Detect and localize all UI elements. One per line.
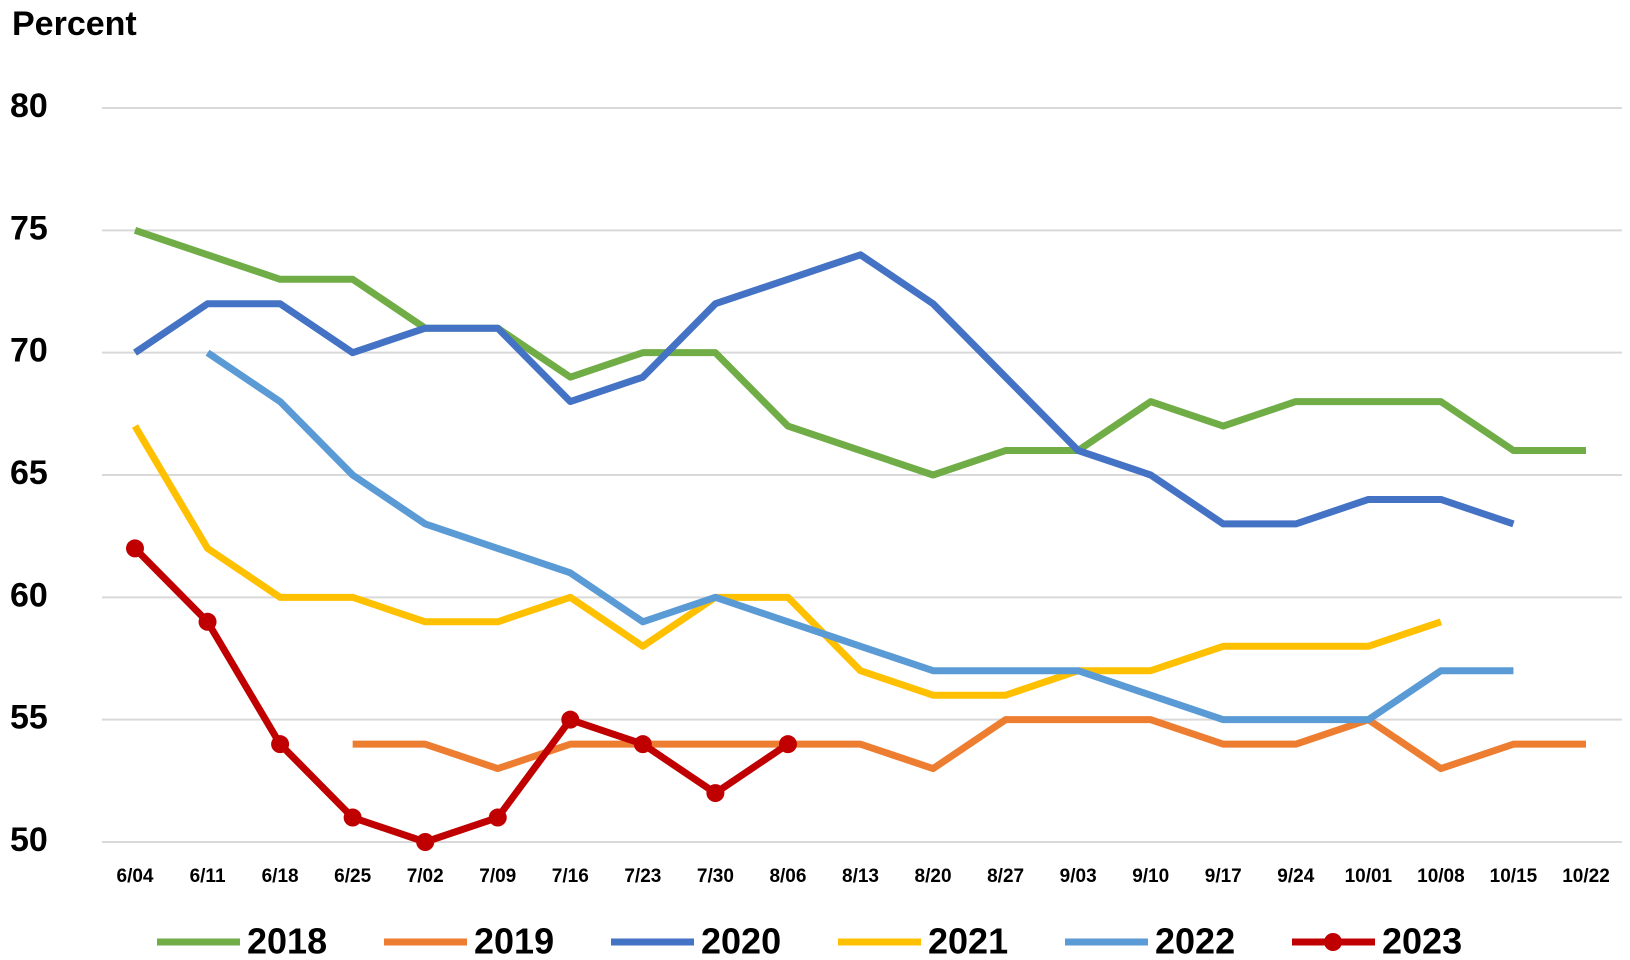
point-marker: [706, 784, 725, 803]
x-tick-label: 6/11: [190, 866, 226, 887]
x-tick-label: 8/06: [769, 866, 806, 887]
x-tick-label: 7/02: [407, 866, 444, 887]
y-tick-label: 55: [10, 699, 48, 737]
point-marker: [633, 735, 652, 754]
y-tick-label: 70: [10, 332, 48, 370]
point-marker: [778, 735, 797, 754]
x-tick-label: 7/09: [479, 866, 516, 887]
series-line: [205, 349, 1514, 724]
x-tick-label: 9/17: [1205, 866, 1242, 887]
point-marker: [198, 612, 217, 631]
point-marker: [271, 735, 290, 754]
x-tick-label: 9/24: [1277, 866, 1314, 887]
x-tick-label: 8/27: [987, 866, 1024, 887]
x-tick-label: 10/15: [1490, 866, 1538, 887]
x-tick-label: 10/01: [1345, 866, 1393, 887]
x-tick-label: 10/08: [1417, 866, 1465, 887]
x-tick-label: 7/16: [552, 866, 589, 887]
series-line: [131, 424, 1443, 699]
x-tick-label: 7/30: [697, 866, 734, 887]
series-line: [352, 716, 1586, 773]
y-tick-label: 80: [10, 87, 48, 125]
legend-label: 2018: [247, 921, 327, 960]
legend-label: 2020: [701, 921, 781, 960]
point-marker: [126, 539, 144, 558]
x-tick-label: 6/04: [117, 866, 154, 887]
point-marker: [416, 833, 435, 851]
y-tick-label: 75: [10, 209, 48, 247]
legend-label: 2019: [474, 921, 554, 960]
series-line: [133, 251, 1515, 528]
y-axis-label: Percent: [12, 5, 137, 43]
x-tick-label: 6/18: [262, 866, 299, 887]
legend-marker: [1324, 933, 1342, 951]
legend-label: 2021: [928, 921, 1008, 960]
x-tick-label: 8/20: [915, 866, 952, 887]
y-tick-label: 50: [10, 821, 48, 859]
legend-label: 2023: [1382, 921, 1462, 960]
series-line: [132, 545, 790, 846]
x-tick-label: 6/25: [334, 866, 371, 887]
series-line: [133, 227, 1586, 479]
y-tick-label: 60: [10, 576, 48, 614]
point-marker: [343, 808, 362, 827]
x-tick-label: 9/03: [1060, 866, 1097, 887]
y-tick-label: 65: [10, 454, 48, 492]
point-marker: [488, 808, 507, 827]
x-tick-label: 10/22: [1562, 866, 1610, 887]
point-marker: [561, 710, 580, 729]
x-tick-label: 7/23: [624, 866, 661, 887]
legend-label: 2022: [1155, 921, 1235, 960]
x-tick-label: 8/13: [842, 866, 879, 887]
x-tick-label: 9/10: [1132, 866, 1169, 887]
